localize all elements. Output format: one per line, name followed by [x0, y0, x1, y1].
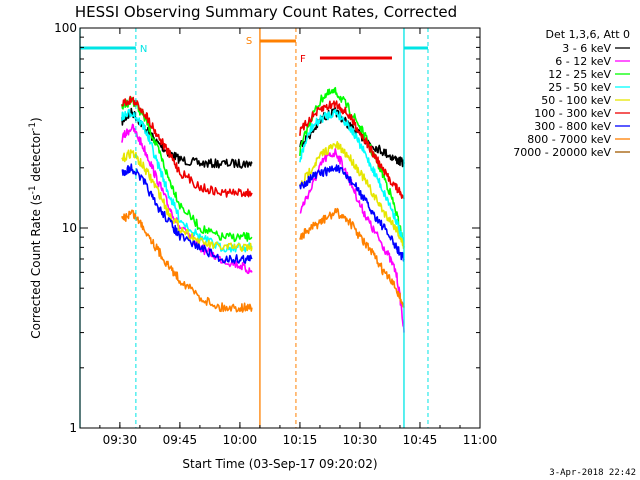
- x-axis: 09:30 09:45 10:00 10:15 10:30 10:45 11:00: [99, 28, 498, 447]
- series-line-6-segment-2: [299, 100, 405, 199]
- series-line-5-segment-1: [121, 149, 253, 252]
- y-tick-label-1: 1: [69, 421, 77, 435]
- legend-label-1: 3 - 6 keV: [562, 42, 611, 55]
- legend-label-2: 6 - 12 keV: [555, 55, 611, 68]
- x-tick-label-4: 10:15: [283, 433, 318, 447]
- x-tick-label-2: 09:45: [163, 433, 198, 447]
- legend-label-8: 800 - 7000 keV: [527, 133, 611, 146]
- x-tick-label-6: 10:45: [403, 433, 438, 447]
- series-line-8-segment-1: [121, 209, 253, 313]
- marker-label-2: S: [246, 36, 252, 47]
- series-line-6-segment-1: [121, 95, 253, 198]
- chart-title: HESSI Observing Summary Count Rates, Cor…: [75, 3, 457, 21]
- plot-frame: [79, 27, 481, 429]
- y-tick-label-3: 100: [54, 21, 77, 35]
- series-line-5-segment-2: [299, 141, 405, 250]
- legend-label-6: 100 - 300 keV: [534, 107, 611, 120]
- series-line-8-segment-2: [299, 207, 405, 308]
- plot-area: N S F: [79, 28, 429, 428]
- y-tick-label-2: 10: [62, 221, 77, 235]
- footer-timestamp: 3-Apr-2018 22:42: [549, 468, 636, 478]
- legend-label-9: 7000 - 20000 keV: [513, 146, 611, 159]
- legend-label-3: 12 - 25 keV: [548, 68, 611, 81]
- legend-label-7: 300 - 800 keV: [534, 120, 611, 133]
- x-tick-label-3: 10:00: [223, 433, 258, 447]
- legend-label-4: 25 - 50 keV: [548, 81, 611, 94]
- y-axis-label: Corrected Count Rate (s-1 detector-1): [28, 117, 43, 338]
- series-line-2-segment-1: [121, 123, 253, 275]
- x-tick-label-5: 10:30: [343, 433, 378, 447]
- series-line-7-segment-2: [299, 164, 405, 262]
- x-axis-label: Start Time (03-Sep-17 09:20:02): [182, 457, 377, 471]
- x-tick-label-7: 11:00: [463, 433, 498, 447]
- series-line-3-segment-1: [121, 96, 253, 243]
- series-line-4-segment-2: [299, 108, 405, 248]
- series-line-7-segment-1: [121, 163, 253, 264]
- y-axis: 1 10 100: [54, 21, 480, 435]
- series-line-4-segment-1: [121, 108, 253, 253]
- marker-label-3: F: [300, 54, 306, 65]
- legend-label-5: 50 - 100 keV: [541, 94, 611, 107]
- marker-label-1: N: [140, 44, 147, 55]
- legend-title: Det 1,3,6, Att 0: [546, 28, 630, 41]
- series-line-3-segment-2: [299, 86, 405, 248]
- x-tick-label-1: 09:30: [103, 433, 138, 447]
